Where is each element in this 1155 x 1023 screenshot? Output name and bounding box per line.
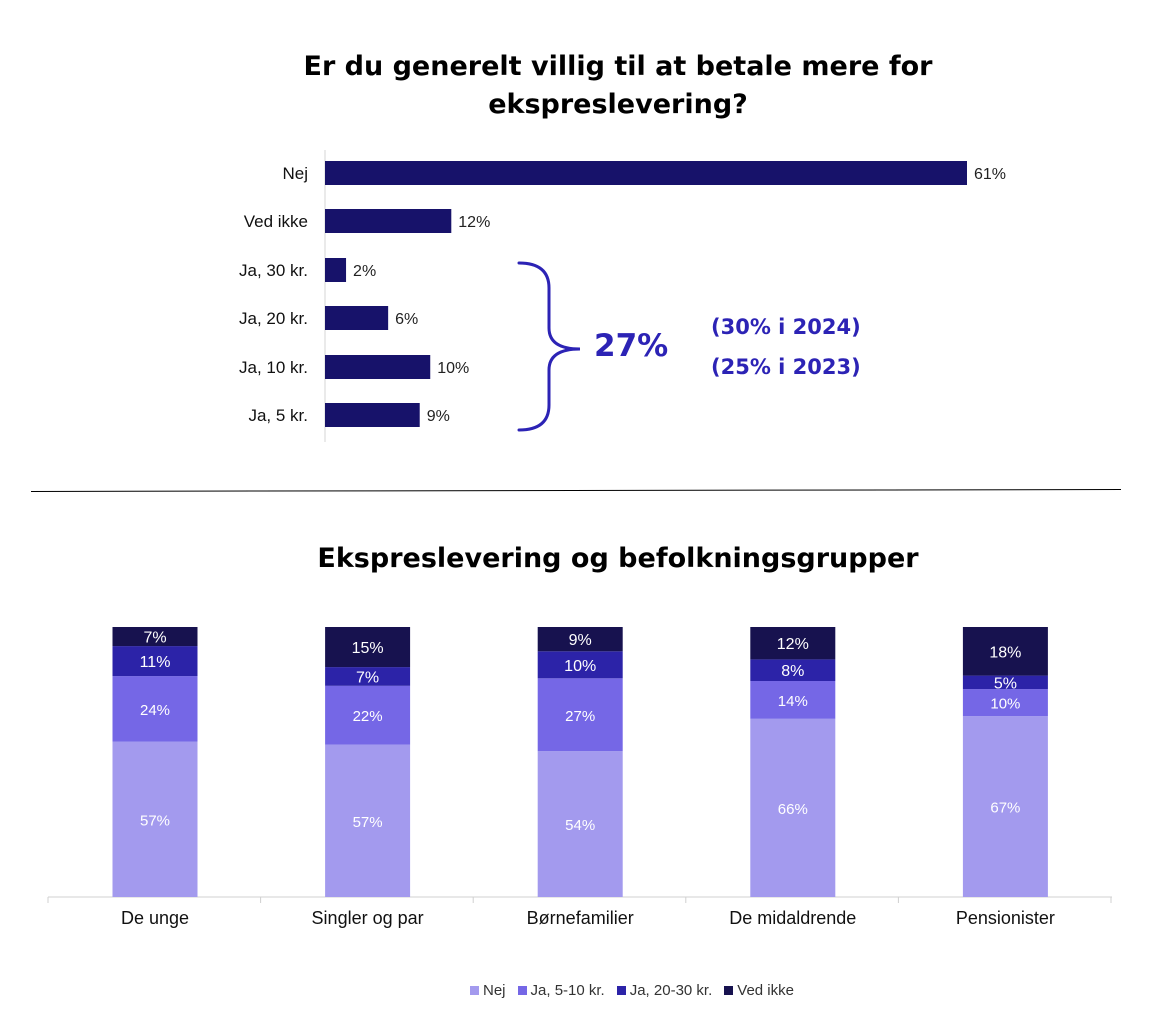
segment-label: 10% [990, 696, 1020, 713]
stacked-segment [112, 646, 198, 677]
bar [325, 306, 389, 330]
stacked-segment [537, 678, 623, 752]
stacked-segment [112, 741, 198, 897]
chart-title-groups: Ekspreslevering og befolkningsgrupper [317, 543, 919, 574]
stacked-segment [750, 681, 836, 719]
bar [325, 209, 452, 233]
segment-label: 11% [140, 654, 171, 671]
legend-item-nej: Nej [470, 982, 506, 999]
legend-label: Ja, 5-10 kr. [530, 981, 605, 999]
bar [325, 258, 347, 282]
data-label: 9% [427, 408, 450, 425]
x-tick-label: Singler og par [312, 908, 424, 928]
segment-label: 14% [778, 693, 808, 710]
segment-label: 18% [989, 644, 1021, 661]
stacked-segment [750, 718, 836, 897]
category-label: Ja, 30 kr. [239, 261, 308, 280]
x-tick-label: Pensionister [956, 908, 1055, 928]
legend: Nej Ja, 5-10 kr. Ja, 20-30 kr. Ved ikke [470, 980, 806, 1000]
stacked-segment [750, 659, 836, 681]
segment-label: 5% [994, 675, 1017, 692]
stacked-segment [537, 751, 623, 897]
stacked-segment [112, 676, 198, 742]
legend-item-ved-ikke: Ved ikke [724, 982, 794, 999]
x-tick-label: De midaldrende [729, 908, 856, 928]
stacked-segment [537, 651, 623, 679]
legend-label: Ja, 20-30 kr. [629, 981, 713, 999]
segment-label: 7% [143, 630, 166, 647]
stacked-segment [325, 667, 411, 686]
stacked-segment [325, 627, 411, 668]
stacked-segment [750, 627, 836, 660]
data-label: 61% [974, 166, 1006, 183]
stacked-segment [112, 627, 198, 647]
segment-label: 66% [778, 801, 808, 818]
segment-label: 57% [353, 814, 383, 831]
segment-label: 10% [564, 658, 596, 675]
stacked-segment [962, 675, 1048, 690]
legend-label: Nej [483, 981, 506, 999]
segment-label: 8% [781, 663, 804, 680]
legend-label: Ved ikke [737, 981, 794, 999]
stacked-segment [325, 744, 411, 897]
stacked-segment [962, 627, 1048, 676]
comparison-2023: (25% i 2023) [711, 355, 861, 379]
category-label: Ja, 5 kr. [248, 406, 308, 425]
comparison-2024: (30% i 2024) [711, 315, 861, 339]
bar [325, 355, 431, 379]
x-tick-label: Børnefamilier [527, 908, 634, 928]
segment-label: 24% [140, 702, 170, 719]
legend-item-ja-20-30: Ja, 20-30 kr. [616, 981, 713, 999]
segment-label: 12% [777, 636, 809, 653]
legend-swatch [517, 985, 527, 995]
stacked-segment [537, 627, 623, 652]
segment-label: 67% [990, 800, 1020, 817]
segment-label: 7% [356, 669, 379, 686]
legend-swatch [616, 985, 626, 995]
stacked-segment [962, 689, 1048, 717]
legend-item-ja-5-10: Ja, 5-10 kr. [517, 981, 605, 999]
segment-label: 57% [140, 812, 170, 829]
data-label: 10% [437, 360, 469, 377]
data-label: 2% [353, 263, 376, 280]
stacked-segment [962, 716, 1048, 897]
segment-label: 27% [565, 708, 595, 725]
chart-title-willingness: Er du generelt villig til at betale mere… [303, 51, 933, 120]
category-label: Nej [282, 164, 308, 183]
legend-swatch [724, 985, 734, 995]
data-label: 12% [458, 214, 490, 231]
segment-label: 9% [569, 632, 592, 649]
category-label: Ved ikke [244, 212, 308, 231]
curly-brace [517, 261, 581, 432]
legend-swatch [470, 985, 479, 995]
bar [325, 161, 967, 185]
segment-label: 54% [565, 817, 595, 834]
category-label: Ja, 20 kr. [239, 309, 308, 328]
category-label: Ja, 10 kr. [239, 358, 308, 377]
segment-label: 15% [352, 640, 384, 657]
segment-label: 22% [353, 708, 383, 725]
bar [325, 403, 420, 427]
total-yes-callout: 27% [594, 328, 669, 364]
stacked-segment [325, 685, 411, 745]
x-tick-label: De unge [121, 908, 189, 928]
data-label: 6% [395, 311, 418, 328]
